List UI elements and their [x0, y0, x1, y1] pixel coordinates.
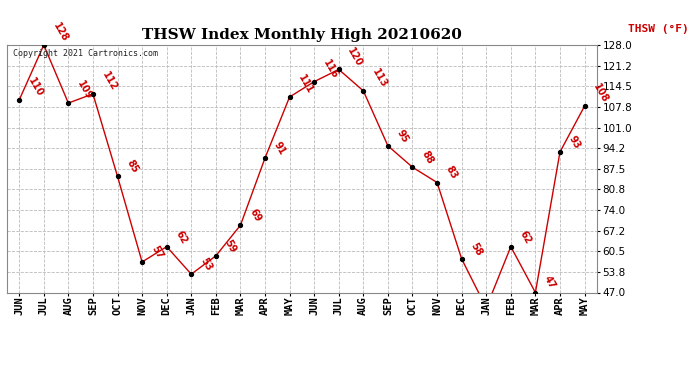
Text: 108: 108	[591, 82, 611, 105]
Text: 42: 42	[0, 374, 1, 375]
Point	[235, 222, 246, 228]
Text: 110: 110	[26, 76, 45, 99]
Point	[431, 180, 442, 186]
Text: 47: 47	[542, 274, 558, 291]
Text: 83: 83	[444, 164, 460, 181]
Point	[456, 256, 467, 262]
Point	[407, 164, 418, 170]
Point	[481, 305, 492, 311]
Text: 116: 116	[321, 58, 340, 80]
Point	[88, 91, 99, 97]
Text: THSW (°F): THSW (°F)	[628, 24, 689, 34]
Text: 62: 62	[174, 229, 189, 245]
Point	[186, 271, 197, 277]
Text: 113: 113	[371, 67, 389, 90]
Point	[308, 79, 319, 85]
Text: 85: 85	[124, 158, 140, 175]
Text: 93: 93	[567, 134, 582, 150]
Point	[333, 66, 344, 72]
Text: 111: 111	[297, 73, 315, 96]
Text: 112: 112	[100, 70, 119, 93]
Point	[112, 173, 123, 179]
Text: 69: 69	[248, 207, 263, 224]
Point	[284, 94, 295, 100]
Text: Copyright 2021 Cartronics.com: Copyright 2021 Cartronics.com	[13, 49, 158, 58]
Title: THSW Index Monthly High 20210620: THSW Index Monthly High 20210620	[142, 28, 462, 42]
Point	[579, 103, 590, 109]
Point	[382, 143, 393, 149]
Text: 59: 59	[223, 238, 238, 255]
Text: 91: 91	[272, 140, 287, 157]
Point	[161, 244, 172, 250]
Text: 128: 128	[51, 21, 70, 44]
Point	[210, 253, 221, 259]
Point	[137, 259, 148, 265]
Point	[530, 290, 541, 296]
Point	[38, 42, 49, 48]
Point	[555, 149, 566, 155]
Point	[14, 97, 25, 103]
Point	[505, 244, 516, 250]
Text: 57: 57	[149, 244, 164, 261]
Text: 53: 53	[198, 256, 214, 273]
Text: 109: 109	[75, 79, 94, 102]
Text: 120: 120	[346, 45, 364, 68]
Text: 58: 58	[469, 241, 484, 258]
Point	[63, 100, 74, 106]
Point	[259, 155, 270, 161]
Point	[358, 88, 369, 94]
Text: 88: 88	[420, 149, 435, 166]
Text: 62: 62	[518, 229, 533, 245]
Text: 95: 95	[395, 128, 411, 144]
